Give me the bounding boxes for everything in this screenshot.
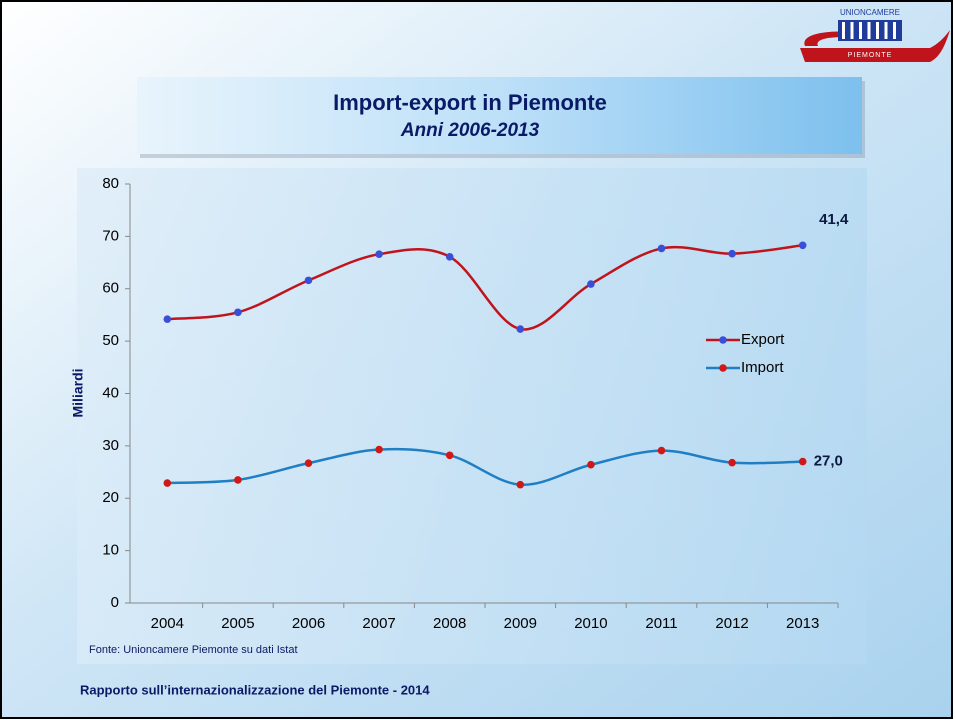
x-tick-label: 2011 xyxy=(645,615,677,632)
x-tick-label: 2007 xyxy=(362,615,395,632)
data-point xyxy=(304,459,313,467)
y-tick-label: 0 xyxy=(111,594,119,611)
chart-title: Import-export in Piemonte xyxy=(333,90,607,115)
legend-label: Export xyxy=(741,331,785,348)
annotation: 41,4 xyxy=(819,211,849,228)
data-point xyxy=(516,325,525,333)
x-tick-label: 2009 xyxy=(504,615,537,632)
source-note: Fonte: Unioncamere Piemonte su dati Ista… xyxy=(89,644,298,656)
data-point xyxy=(657,244,666,253)
logo-stripe xyxy=(876,22,879,39)
x-tick-label: 2010 xyxy=(574,615,607,632)
logo-stripe xyxy=(884,22,888,39)
data-point xyxy=(445,451,454,460)
logo-top: UNIONCAMERE xyxy=(840,8,900,17)
data-point xyxy=(728,458,736,467)
series-line xyxy=(167,447,803,486)
x-tick-label: 2004 xyxy=(151,615,184,632)
y-tick-label: 30 xyxy=(102,437,119,454)
series-line xyxy=(167,244,803,331)
legend-label: Import xyxy=(741,359,784,376)
logo-stripe xyxy=(867,22,871,39)
data-point xyxy=(375,250,383,258)
legend-marker xyxy=(719,364,727,372)
x-tick-label: 2008 xyxy=(433,615,466,632)
data-point xyxy=(234,476,242,484)
annotation: 27,0 xyxy=(814,453,843,470)
footer: Rapporto sull’internazionalizzazione del… xyxy=(80,682,430,697)
x-tick-label: 2006 xyxy=(292,615,325,632)
y-tick-label: 50 xyxy=(102,332,119,349)
logo-stripe xyxy=(842,22,845,39)
y-tick-label: 10 xyxy=(102,542,119,559)
y-tick-label: 20 xyxy=(102,489,119,506)
y-tick-label: 40 xyxy=(102,384,119,401)
legend-marker xyxy=(719,336,727,344)
data-point xyxy=(304,276,313,285)
data-point xyxy=(163,315,172,323)
plot-panel xyxy=(77,168,867,664)
data-point xyxy=(657,446,666,455)
y-tick-label: 70 xyxy=(102,227,119,244)
data-point xyxy=(375,445,383,454)
data-point xyxy=(234,308,242,317)
logo-bottom: PIEMONTE xyxy=(848,52,893,59)
data-point xyxy=(728,249,736,258)
logo-stripe xyxy=(850,22,854,39)
data-point xyxy=(445,253,454,261)
data-point xyxy=(798,241,807,250)
data-point xyxy=(798,457,807,466)
y-tick-label: 60 xyxy=(102,280,119,297)
data-point xyxy=(163,479,172,487)
logo-stripe xyxy=(859,22,862,39)
data-point xyxy=(587,280,595,288)
x-tick-label: 2005 xyxy=(221,615,254,632)
chart-subtitle: Anni 2006-2013 xyxy=(400,120,540,141)
title-box xyxy=(137,77,862,154)
logo-swoosh xyxy=(800,30,950,62)
y-axis-label: Miliardi xyxy=(70,368,86,417)
x-tick-label: 2013 xyxy=(786,615,819,632)
data-point xyxy=(516,480,525,489)
x-tick-label: 2012 xyxy=(715,615,748,632)
y-tick-label: 80 xyxy=(102,175,119,192)
data-point xyxy=(587,460,595,469)
logo-stripe xyxy=(893,22,896,39)
